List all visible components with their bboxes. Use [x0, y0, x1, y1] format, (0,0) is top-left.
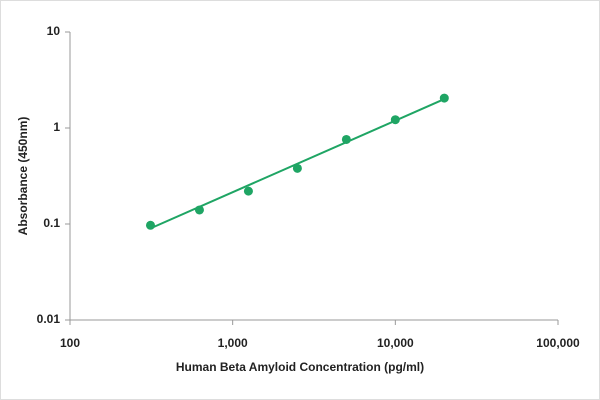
data-point	[145, 220, 155, 230]
data-point	[390, 115, 400, 125]
x-tick-label: 100,000	[536, 336, 580, 350]
y-axis-title: Absorbance (450nm)	[16, 117, 30, 236]
y-tick-label: 10	[47, 24, 61, 38]
x-tick-label: 100	[60, 336, 80, 350]
data-point	[243, 186, 253, 196]
data-point	[341, 134, 351, 144]
x-axis-title: Human Beta Amyloid Concentration (pg/ml)	[176, 360, 424, 374]
x-tick-label: 10,000	[377, 336, 414, 350]
y-tick-label: 0.01	[37, 312, 61, 326]
data-point	[439, 93, 449, 103]
x-tick-label: 1,000	[218, 336, 248, 350]
data-point	[292, 163, 302, 173]
y-tick-label: 0.1	[43, 216, 60, 230]
y-tick-label: 1	[53, 120, 60, 134]
data-point	[194, 205, 204, 215]
